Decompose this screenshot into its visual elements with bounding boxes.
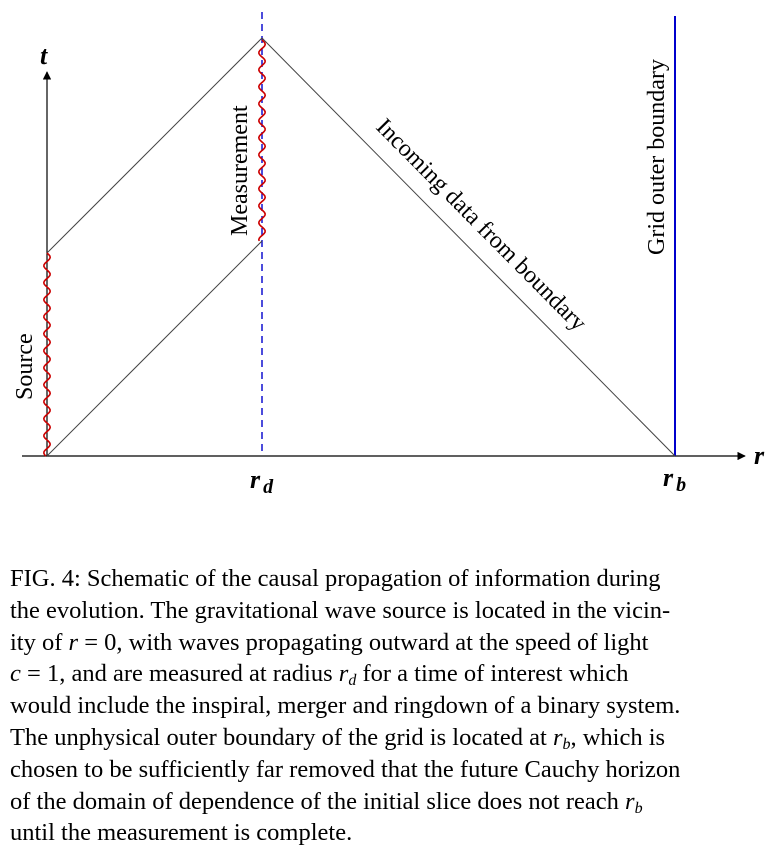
caption-line-8: of the domain of dependence of the initi… [10, 787, 643, 817]
caption-line-7: chosen to be sufficiently far removed th… [10, 755, 681, 783]
caption-line-5: would include the inspiral, merger and r… [10, 692, 681, 720]
t-axis-label: t [40, 41, 48, 70]
caption-line-2: the evolution. The gravitational wave so… [10, 596, 671, 624]
caption-line-1: FIG. 4: Schematic of the causal propagat… [10, 565, 661, 592]
figure-caption: FIG. 4: Schematic of the causal propagat… [10, 563, 772, 849]
grid-outer-boundary-label: Grid outer boundary [644, 59, 670, 255]
measurement-label: Measurement [227, 105, 253, 236]
incoming-data-label: Incoming data from boundary [371, 114, 592, 336]
caption-line-3: ity of r = 0, with waves propagating out… [10, 628, 649, 656]
light-ray-upper [46, 37, 263, 254]
caption-line-9: until the measurement is complete. [10, 819, 353, 847]
source-wave [42, 252, 52, 457]
source-label: Source [12, 333, 38, 400]
incoming-boundary-ray [261, 37, 676, 457]
light-ray-lower [46, 240, 263, 457]
measurement-wave [257, 39, 267, 242]
caption-line-6: The unphysical outer boundary of the gri… [10, 723, 666, 753]
r-axis-label: r [754, 441, 765, 470]
caption-line-4: c = 1, and are measured at radius rd for… [10, 660, 629, 690]
